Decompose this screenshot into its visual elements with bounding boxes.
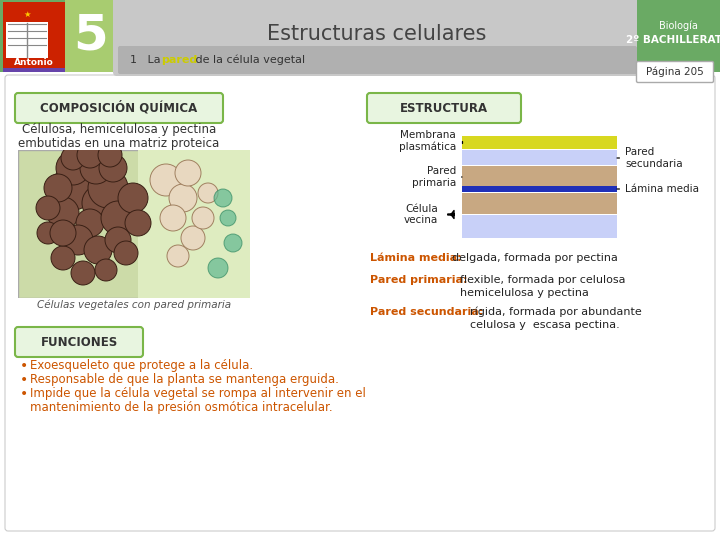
Text: Pared primaria:: Pared primaria: xyxy=(370,275,467,285)
Circle shape xyxy=(84,236,112,264)
Text: 1   La: 1 La xyxy=(130,55,164,65)
Circle shape xyxy=(118,183,148,213)
Circle shape xyxy=(88,168,128,208)
Text: celulosa y  escasa pectina.: celulosa y escasa pectina. xyxy=(470,320,620,330)
Text: pared: pared xyxy=(161,55,197,65)
Circle shape xyxy=(51,246,75,270)
Circle shape xyxy=(167,245,189,267)
Bar xyxy=(3,68,65,72)
Circle shape xyxy=(181,226,205,250)
Bar xyxy=(637,0,720,72)
Bar xyxy=(462,215,617,238)
Circle shape xyxy=(114,241,138,265)
FancyBboxPatch shape xyxy=(367,93,521,123)
FancyBboxPatch shape xyxy=(118,46,637,74)
Text: mantenimiento de la presión osmótica intracelular.: mantenimiento de la presión osmótica int… xyxy=(30,401,333,414)
Circle shape xyxy=(82,185,118,221)
Bar xyxy=(462,150,617,165)
Circle shape xyxy=(50,220,76,246)
Circle shape xyxy=(36,196,60,220)
Circle shape xyxy=(105,227,131,253)
Circle shape xyxy=(175,160,201,186)
Circle shape xyxy=(125,210,151,236)
Circle shape xyxy=(150,164,182,196)
Text: Estructuras celulares: Estructuras celulares xyxy=(267,24,487,44)
Text: delgada, formada por pectina: delgada, formada por pectina xyxy=(452,253,618,263)
Text: Página 205: Página 205 xyxy=(646,67,704,77)
Text: Exoesqueleto que protege a la célula.: Exoesqueleto que protege a la célula. xyxy=(30,360,253,373)
Text: COMPOSICIÓN QUÍMICA: COMPOSICIÓN QUÍMICA xyxy=(40,102,197,115)
Text: FUNCIONES: FUNCIONES xyxy=(40,335,117,348)
Text: rígida, formada por abundante: rígida, formada por abundante xyxy=(470,307,642,317)
Text: Pared
primaria: Pared primaria xyxy=(412,166,462,188)
Text: Lámina media: Lámina media xyxy=(617,184,699,194)
Bar xyxy=(0,0,720,72)
Bar xyxy=(462,136,617,149)
Text: Antonio: Antonio xyxy=(14,58,54,67)
Circle shape xyxy=(76,209,104,237)
Bar xyxy=(462,186,617,192)
Circle shape xyxy=(192,207,214,229)
FancyBboxPatch shape xyxy=(5,75,715,531)
Text: Lámina media:: Lámina media: xyxy=(370,253,462,263)
Text: •: • xyxy=(20,387,28,401)
Bar xyxy=(462,193,617,214)
Circle shape xyxy=(160,205,186,231)
Text: Biología: Biología xyxy=(659,21,698,31)
Circle shape xyxy=(44,174,72,202)
Circle shape xyxy=(198,183,218,203)
Bar xyxy=(6,22,48,58)
Text: Impide que la célula vegetal se rompa al intervenir en el: Impide que la célula vegetal se rompa al… xyxy=(30,388,366,401)
Text: Membrana
plasmática: Membrana plasmática xyxy=(399,130,462,152)
FancyBboxPatch shape xyxy=(636,62,714,83)
Text: •: • xyxy=(20,373,28,387)
Circle shape xyxy=(56,151,90,185)
Text: de la célula vegetal: de la célula vegetal xyxy=(192,55,305,65)
Circle shape xyxy=(61,146,85,170)
Text: Célula
vecina: Célula vecina xyxy=(404,204,438,225)
Circle shape xyxy=(208,258,228,278)
Text: hemicelulosa y pectina: hemicelulosa y pectina xyxy=(460,288,589,298)
Text: Responsable de que la planta se mantenga erguida.: Responsable de que la planta se mantenga… xyxy=(30,374,339,387)
Text: ★: ★ xyxy=(23,10,31,18)
Text: •: • xyxy=(20,359,28,373)
Text: 5: 5 xyxy=(73,12,109,60)
Circle shape xyxy=(169,184,197,212)
Circle shape xyxy=(99,154,127,182)
Text: Célulosa, hemicelulosa y pectina: Célulosa, hemicelulosa y pectina xyxy=(22,124,216,137)
Bar xyxy=(65,0,117,72)
Text: ESTRUCTURA: ESTRUCTURA xyxy=(400,102,488,114)
Circle shape xyxy=(98,143,122,167)
Circle shape xyxy=(47,197,79,229)
Text: Pared secundaria:: Pared secundaria: xyxy=(370,307,483,317)
Circle shape xyxy=(224,234,242,252)
Circle shape xyxy=(220,210,236,226)
FancyBboxPatch shape xyxy=(15,93,223,123)
Circle shape xyxy=(51,166,95,210)
Circle shape xyxy=(80,152,112,184)
Text: embutidas en una matriz proteica: embutidas en una matriz proteica xyxy=(19,137,220,150)
Circle shape xyxy=(77,142,103,168)
Circle shape xyxy=(63,225,93,255)
Bar xyxy=(138,150,250,298)
Circle shape xyxy=(71,261,95,285)
FancyBboxPatch shape xyxy=(15,327,143,357)
Circle shape xyxy=(37,222,59,244)
Circle shape xyxy=(214,189,232,207)
Bar xyxy=(3,2,65,70)
Text: Pared
secundaria: Pared secundaria xyxy=(617,147,683,169)
Text: 2º BACHILLERATO: 2º BACHILLERATO xyxy=(626,35,720,45)
Text: Células vegetales con pared primaria: Células vegetales con pared primaria xyxy=(37,300,231,310)
Circle shape xyxy=(101,201,135,235)
FancyBboxPatch shape xyxy=(113,0,641,76)
Circle shape xyxy=(95,259,117,281)
Text: flexible, formada por celulosa: flexible, formada por celulosa xyxy=(460,275,626,285)
Bar xyxy=(462,166,617,188)
